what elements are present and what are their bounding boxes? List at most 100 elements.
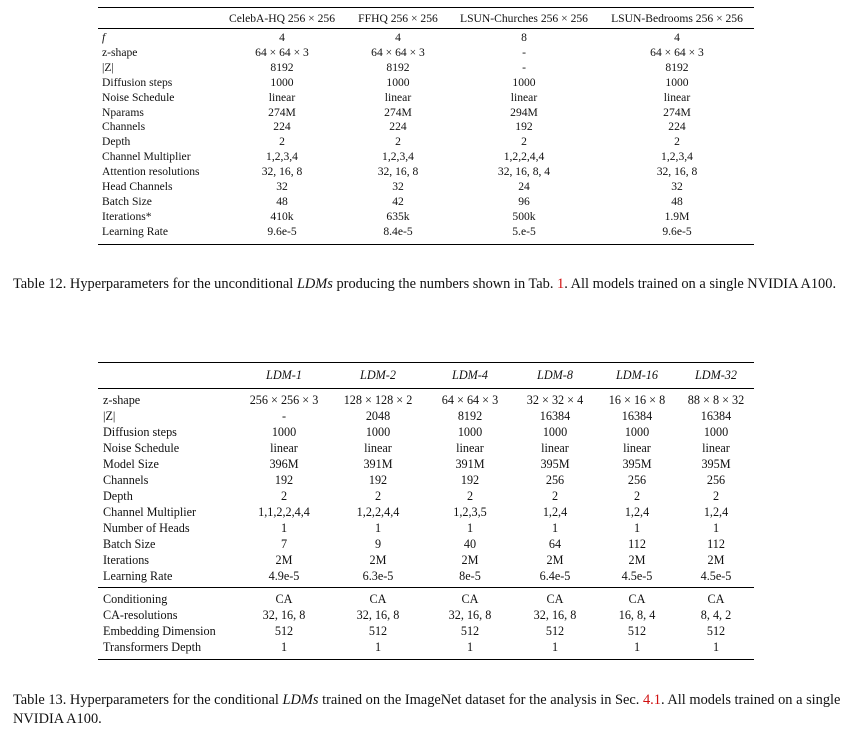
row-label: CA-resolutions <box>103 608 178 622</box>
table-12-row: Noise Schedule linear linear linear linear <box>98 91 754 106</box>
table-cell: 2 <box>712 489 720 503</box>
table-cell: 8192 <box>270 60 294 74</box>
table-cell: 128 × 128 × 2 <box>343 393 413 407</box>
table-13-row: Channels 192 192 192 256 256 256 <box>98 472 754 488</box>
table-12-row: Channels 224 224 192 224 <box>98 120 754 135</box>
table-cell: 294M <box>510 105 538 119</box>
table-13-row: Transformers Depth 1 1 1 1 1 1 <box>98 639 754 660</box>
table-cell: 1000 <box>512 75 536 89</box>
table-13-row: Conditioning CA CA CA CA CA CA <box>98 588 754 608</box>
table-cell: 4 <box>674 31 680 44</box>
table-cell: 500k <box>512 209 536 223</box>
table-cell: 16384 <box>539 409 571 423</box>
table-cell: 32, 16, 8 <box>656 165 698 179</box>
table-13-row: Noise Schedule linear linear linear linear li… <box>98 440 754 456</box>
table-13-row: Number of Heads 1 1 1 1 1 1 <box>98 520 754 536</box>
row-label: Learning Rate <box>103 569 173 583</box>
row-label: Channel Multiplier <box>102 150 191 164</box>
table-cell: 1000 <box>365 425 391 439</box>
table-cell: 1 <box>280 640 288 654</box>
table-cell: 192 <box>368 473 388 487</box>
table-cell: 391M <box>455 457 485 471</box>
table-cell: 1000 <box>386 75 410 89</box>
table-12-body: f 4 4 8 4 z-shape 64 × 64 × 3 64 × 64 × 3-64 × … <box>98 29 754 245</box>
row-label: z-shape <box>102 45 138 59</box>
table-13-row: Model Size 396M 391M 391M 395M 395M 395M <box>98 456 754 472</box>
table-ref-link[interactable]: 1 <box>557 276 565 292</box>
table-cell: 1,2,3,4 <box>266 150 298 164</box>
row-label: Iterations <box>103 553 150 567</box>
table-cell: CA <box>628 592 646 606</box>
table-cell: linear <box>702 441 730 455</box>
table-12-row: z-shape 64 × 64 × 3 64 × 64 × 3 - 64 × 64 × … <box>98 46 754 61</box>
table-cell: 4.9e-5 <box>268 569 300 583</box>
table-12-header-cell: LSUN-Bedrooms 256 × 256 <box>611 11 743 25</box>
table-cell: 2 <box>633 489 641 503</box>
table-cell: - <box>281 409 287 423</box>
row-label: Iterations* <box>102 209 152 223</box>
table-13-row: Diffusion steps 1000 1000 1000 1000 1000 1000 <box>98 424 754 440</box>
table-cell: 64 × 64 × 3 <box>255 45 309 59</box>
table-13-row: Embedding Dimension 512 512 512 512 512 512 <box>98 623 754 639</box>
table-cell: 410k <box>270 209 294 223</box>
row-label: Noise Schedule <box>103 441 180 455</box>
row-label: Diffusion steps <box>103 425 177 439</box>
table-cell: 32 <box>671 180 683 194</box>
table-12-row: Learning Rate 9.6e-5 8.4e-5 5.e-5 9.6e-5 <box>98 225 754 244</box>
table-12-unconditional-hyperparams: CelebA-HQ 256 × 256 FFHQ 256 × 256 LSUN-… <box>98 7 754 245</box>
table-cell: 2 <box>551 489 559 503</box>
table-cell: 2 <box>674 135 680 149</box>
table-cell: 6.3e-5 <box>362 569 394 583</box>
table-cell: 16, 8, 4 <box>618 608 656 622</box>
table-cell: 2 <box>466 489 474 503</box>
table-12-row: Depth 2 2 2 2 <box>98 135 754 150</box>
row-label: Depth <box>102 135 131 149</box>
table-cell: 512 <box>706 624 726 638</box>
table-cell: 64 <box>548 537 562 551</box>
table-cell: 1000 <box>270 75 294 89</box>
table-cell: 1,2,3,5 <box>453 505 487 519</box>
table-cell: 88 × 8 × 32 <box>687 393 745 407</box>
table-cell: 192 <box>515 120 533 134</box>
table-cell: 1,1,2,2,4,4 <box>258 505 310 519</box>
table-12-row: Batch Size 48 42 96 48 <box>98 195 754 210</box>
table-cell: 2 <box>395 135 401 149</box>
section-ref-link[interactable]: 4.1 <box>642 692 661 708</box>
table-cell: 32 × 32 × 4 <box>526 393 584 407</box>
row-label: Noise Schedule <box>102 90 175 104</box>
row-label: Channels <box>103 473 149 487</box>
row-label: Model Size <box>103 457 159 471</box>
table-cell: 9.6e-5 <box>267 224 297 238</box>
table-cell: 224 <box>389 120 407 134</box>
table-cell: 1000 <box>542 425 568 439</box>
table-cell: 64 × 64 × 3 <box>371 45 425 59</box>
table-cell: 2 <box>280 489 288 503</box>
table-cell: 391M <box>363 457 393 471</box>
row-label: |Z| <box>103 409 116 423</box>
table-cell: 32, 16, 8 <box>533 608 577 622</box>
table-12-row: Iterations* 410k 635k 500k 1.9M <box>98 210 754 225</box>
table-cell: 8 <box>521 31 527 44</box>
table-cell: 1,2,3,4 <box>382 150 414 164</box>
table-cell: 32, 16, 8 <box>356 608 400 622</box>
table-cell: 1,2,4 <box>703 505 729 519</box>
table-13-header-cell: LDM-4 <box>452 368 488 382</box>
table-cell: 1,2,2,4,4 <box>503 150 545 164</box>
row-label: Batch Size <box>102 194 152 208</box>
table-cell: 512 <box>545 624 565 638</box>
table-cell: 192 <box>274 473 294 487</box>
table-cell: 1 <box>551 521 559 535</box>
table-cell: 32, 16, 8 <box>448 608 492 622</box>
row-label: Number of Heads <box>103 521 190 535</box>
table-cell: 2M <box>275 553 293 567</box>
table-cell: 2 <box>521 135 527 149</box>
table-cell: 1,2,3,4 <box>661 150 693 164</box>
table-cell: 8192 <box>457 409 483 423</box>
table-cell: 112 <box>628 537 646 551</box>
table-13-conditioning-section: Conditioning CA CA CA CA CA CA CA-resolutions 32… <box>98 587 754 660</box>
table-cell: 2M <box>628 553 646 567</box>
table-cell: 32, 16, 8 <box>377 165 419 179</box>
caption-text: trained on the ImageNet dataset for the … <box>318 692 643 708</box>
table-12-row: Nparams 274M 274M 294M 274M <box>98 106 754 121</box>
table-cell: 2M <box>707 553 725 567</box>
